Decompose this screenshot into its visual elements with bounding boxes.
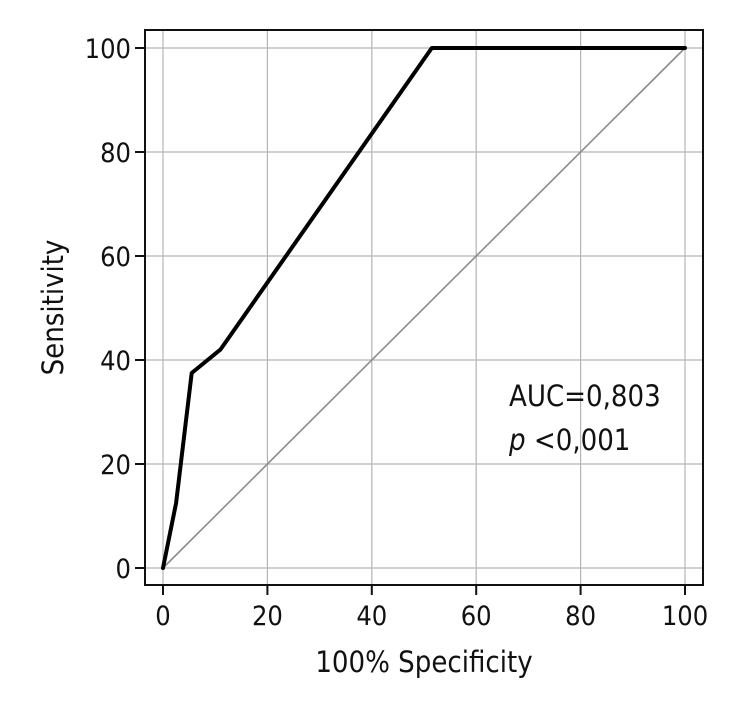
p-value-annotation: p <0,001 (508, 423, 630, 457)
roc-curve-line (161, 46, 687, 570)
x-tick-label: 20 (252, 601, 283, 632)
auc-annotation: AUC=0,803 (509, 379, 661, 413)
x-tick-label: 80 (565, 601, 596, 632)
y-tick-label: 40 (100, 346, 131, 377)
y-tick-label: 60 (100, 242, 131, 273)
y-axis-label: Sensitivity (36, 240, 70, 376)
plot-frame (144, 29, 704, 586)
grid (145, 30, 703, 585)
p-symbol: p (508, 423, 526, 457)
x-tick-label: 0 (155, 601, 170, 632)
p-value: <0,001 (526, 423, 631, 457)
series-layer (161, 46, 687, 570)
reference-diagonal-line (162, 47, 686, 569)
x-tick-label: 60 (461, 601, 492, 632)
y-tick-label: 20 (100, 450, 131, 481)
y-tick-label: 100 (85, 34, 131, 65)
ticks: 0 20 40 60 80 100 0 20 40 60 80 100 (85, 34, 709, 632)
x-tick-label: 40 (356, 601, 387, 632)
x-tick-label: 100 (662, 601, 708, 632)
y-tick-label: 80 (100, 138, 131, 169)
y-tick-label: 0 (116, 554, 131, 585)
x-axis-label: 100% Specificity (315, 645, 532, 679)
